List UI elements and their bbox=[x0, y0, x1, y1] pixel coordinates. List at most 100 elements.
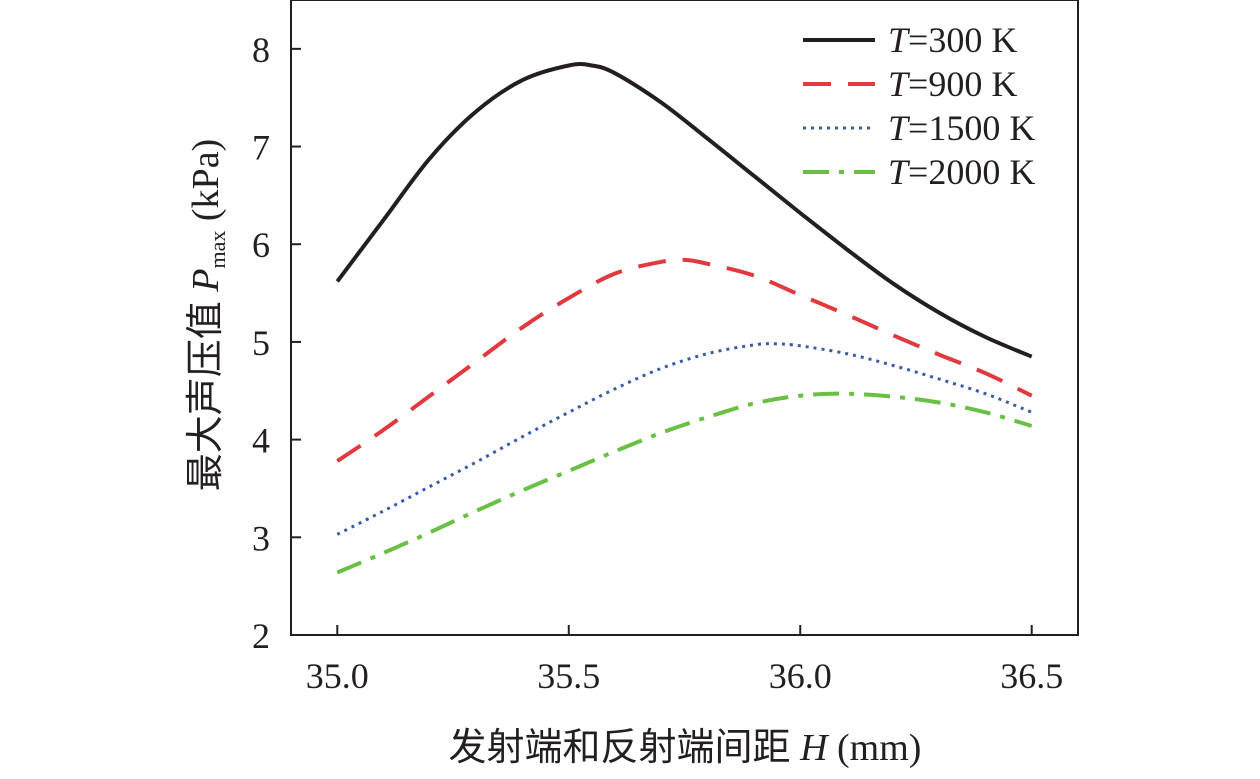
y-tick-label: 8 bbox=[252, 30, 270, 70]
data-point-series-1 bbox=[568, 297, 569, 298]
y-tick-label: 7 bbox=[252, 128, 270, 168]
y-tick-label: 5 bbox=[252, 323, 270, 363]
y-tick-label: 4 bbox=[252, 421, 270, 461]
legend-label-var: T bbox=[888, 108, 911, 148]
data-point-series-2 bbox=[892, 365, 893, 366]
data-point-series-3 bbox=[337, 572, 338, 573]
data-point-series-2 bbox=[985, 393, 986, 394]
legend-label-1: T=900 K bbox=[888, 64, 1017, 104]
data-point-series-3 bbox=[383, 552, 384, 553]
y-tick-label: 2 bbox=[252, 616, 270, 656]
data-point-series-2 bbox=[429, 486, 430, 487]
data-point-series-2 bbox=[568, 412, 569, 413]
legend-label-3: T=2000 K bbox=[888, 152, 1035, 192]
data-point-series-0 bbox=[591, 65, 592, 66]
legend-label-value: =300 K bbox=[908, 20, 1017, 60]
y-axis-label-unit: (kPa) bbox=[185, 139, 227, 231]
legend-label-value: =900 K bbox=[908, 64, 1017, 104]
data-point-series-1 bbox=[800, 295, 801, 296]
data-point-series-0 bbox=[985, 337, 986, 338]
y-tick-label: 3 bbox=[252, 518, 270, 558]
data-point-series-0 bbox=[1031, 356, 1032, 357]
data-point-series-3 bbox=[939, 402, 940, 403]
data-point-series-1 bbox=[707, 263, 708, 264]
series-line-1 bbox=[336, 257, 1033, 463]
legend-label-0: T=300 K bbox=[888, 20, 1017, 60]
data-point-series-3 bbox=[800, 395, 801, 396]
data-point-series-1 bbox=[476, 361, 477, 362]
data-point-series-2 bbox=[1031, 412, 1032, 413]
data-point-series-1 bbox=[753, 275, 754, 276]
data-point-series-1 bbox=[429, 395, 430, 396]
data-point-series-3 bbox=[522, 490, 523, 491]
data-point-series-3 bbox=[429, 532, 430, 533]
data-point-series-1 bbox=[337, 461, 338, 462]
legend-label-value: =1500 K bbox=[908, 108, 1035, 148]
data-point-series-1 bbox=[939, 354, 940, 355]
data-point-series-0 bbox=[337, 281, 338, 282]
data-point-series-0 bbox=[753, 175, 754, 176]
x-tick-label: 35.5 bbox=[537, 656, 600, 696]
data-point-series-2 bbox=[615, 388, 616, 389]
x-tick-label: 35.0 bbox=[306, 656, 369, 696]
data-point-series-3 bbox=[568, 470, 569, 471]
data-point-series-3 bbox=[1031, 425, 1032, 426]
legend-label-var: T bbox=[888, 64, 911, 104]
data-point-series-1 bbox=[1031, 395, 1032, 396]
x-axis-label-text: 发射端和反射端间距 bbox=[449, 727, 801, 769]
x-tick-label: 36.0 bbox=[769, 656, 832, 696]
y-tick-label: 6 bbox=[252, 225, 270, 265]
data-point-series-2 bbox=[846, 353, 847, 354]
ticks-layer: 35.0 35.5 36.0 36.5 2 3 4 5 6 7 8 bbox=[252, 30, 1063, 696]
legend-label-value: =2000 K bbox=[908, 152, 1035, 192]
data-point-series-0 bbox=[429, 158, 430, 159]
data-point-series-0 bbox=[939, 312, 940, 313]
legend-label-var: T bbox=[888, 152, 911, 192]
data-point-series-0 bbox=[383, 219, 384, 220]
data-point-series-3 bbox=[707, 417, 708, 418]
data-point-series-3 bbox=[615, 451, 616, 452]
data-point-series-0 bbox=[522, 80, 523, 81]
series-line-0 bbox=[335, 62, 1033, 359]
data-point-series-1 bbox=[661, 261, 662, 262]
data-point-series-0 bbox=[707, 138, 708, 139]
data-point-series-0 bbox=[568, 65, 569, 66]
data-point-series-1 bbox=[615, 273, 616, 274]
x-axis-label-unit: (mm) bbox=[828, 727, 922, 769]
data-point-series-2 bbox=[476, 462, 477, 463]
data-point-series-2 bbox=[753, 344, 754, 345]
plot-frame bbox=[290, 0, 1079, 636]
data-point-series-0 bbox=[615, 73, 616, 74]
legend-label-var: T bbox=[888, 20, 911, 60]
legend: T=300 KT=900 KT=1500 KT=2000 K bbox=[803, 20, 1035, 192]
x-axis-label: 发射端和反射端间距 H (mm) bbox=[449, 727, 922, 769]
data-point-series-0 bbox=[800, 212, 801, 213]
legend-label-2: T=1500 K bbox=[888, 108, 1035, 148]
data-point-series-2 bbox=[661, 368, 662, 369]
data-point-series-2 bbox=[522, 436, 523, 437]
y-axis-label-sub: max bbox=[205, 231, 230, 269]
data-point-series-2 bbox=[939, 379, 940, 380]
y-axis-label: 最大声压值 Pmax (kPa) bbox=[185, 139, 230, 491]
data-point-series-1 bbox=[985, 373, 986, 374]
data-point-series-3 bbox=[892, 396, 893, 397]
data-point-series-3 bbox=[846, 393, 847, 394]
data-point-series-3 bbox=[985, 412, 986, 413]
data-point-series-3 bbox=[753, 403, 754, 404]
data-point-series-0 bbox=[476, 111, 477, 112]
data-point-series-1 bbox=[684, 259, 685, 260]
data-point-series-1 bbox=[383, 429, 384, 430]
data-point-series-2 bbox=[800, 345, 801, 346]
data-point-series-2 bbox=[707, 353, 708, 354]
series-line-3 bbox=[336, 391, 1033, 575]
data-point-series-0 bbox=[661, 102, 662, 103]
x-tick-label: 36.5 bbox=[1000, 656, 1063, 696]
data-point-series-2 bbox=[777, 343, 778, 344]
data-point-series-1 bbox=[846, 314, 847, 315]
data-point-series-2 bbox=[337, 534, 338, 535]
data-point-series-3 bbox=[661, 432, 662, 433]
data-point-series-2 bbox=[383, 510, 384, 511]
y-axis-label-text: 最大声压值 bbox=[185, 292, 227, 492]
